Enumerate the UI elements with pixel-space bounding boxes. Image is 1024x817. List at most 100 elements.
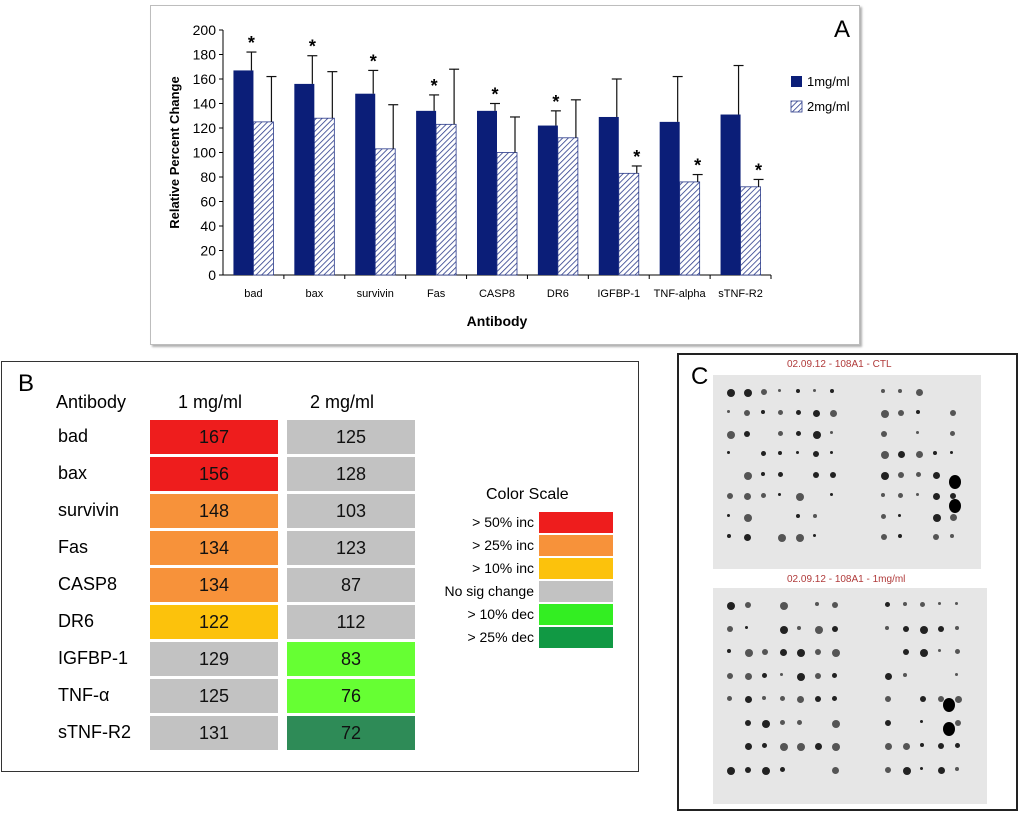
blot-spot: [778, 451, 783, 456]
blot-spot: [915, 472, 921, 477]
blot-spot: [814, 672, 821, 679]
legend-swatch-2mg: [790, 100, 803, 113]
blot-spot: [795, 389, 800, 393]
blot-spot: [829, 389, 834, 393]
blot-spot: [812, 513, 817, 518]
header-antibody: Antibody: [56, 392, 127, 412]
blot-spot: [881, 409, 890, 418]
blot-spot: [898, 451, 906, 459]
blot-spot: [727, 430, 735, 439]
blot-spot: [829, 451, 833, 455]
blot-spot: [915, 430, 919, 434]
blot-top-caption: 02.09.12 - 108A1 - CTL: [787, 359, 892, 370]
array-blot-control: [713, 375, 981, 569]
blot-spot: [762, 649, 769, 655]
blot-spot: [902, 602, 907, 606]
blot-spot: [812, 534, 816, 538]
blot-spot: [814, 696, 821, 702]
blot-spot: [779, 649, 787, 656]
blot-spot: [915, 409, 920, 414]
blot-spot: [832, 672, 838, 678]
blot-spot: [744, 389, 753, 397]
x-tick-label: bax: [305, 288, 323, 300]
blot-spot: [762, 696, 767, 700]
blot-spot: [920, 649, 929, 657]
x-tick-label: TNF-alpha: [654, 288, 707, 300]
color-scale-label: No sig change: [444, 583, 534, 599]
blot-spot: [949, 534, 954, 539]
blot-spot: [797, 649, 806, 657]
blot-spot: [814, 602, 819, 606]
blot-spot: [744, 625, 748, 629]
blot-spot: [949, 513, 957, 521]
bar-chart: 0 20 40 60 80 100 120 140 160 180 200 Relative Perc…: [167, 22, 850, 329]
blot-spot: [795, 430, 801, 436]
blot-spot: [885, 719, 892, 726]
blot-spot: [885, 602, 891, 607]
blot-spot: [778, 534, 787, 543]
blot-spot: [932, 472, 940, 479]
blot-spot-strong: [949, 475, 961, 489]
cell-1mg: 167: [150, 420, 278, 454]
blot-spot: [932, 513, 941, 522]
blot-spot: [949, 451, 953, 455]
bar-2mg: [679, 181, 701, 276]
header-1mg: 1 mg/ml: [178, 392, 243, 412]
panel-b-letter: B: [18, 370, 35, 397]
bar-2mg: [618, 172, 640, 276]
color-scale-label: > 10% inc: [472, 560, 534, 576]
blot-spot: [812, 389, 816, 392]
blot-spot: [915, 492, 919, 496]
y-tick-label: 200: [193, 22, 217, 38]
blot-spot: [727, 672, 733, 679]
header-2mg: 2 mg/ml: [310, 392, 375, 412]
blot-spot: [920, 766, 924, 770]
blot-spot: [949, 430, 955, 436]
blot-spot: [932, 534, 939, 541]
bar-2mg: [740, 186, 761, 276]
significance-marker: *: [370, 51, 377, 71]
blot-spot: [744, 766, 751, 773]
blot-spot: [955, 696, 963, 703]
blot-spot: [762, 672, 768, 678]
y-tick-label: 160: [193, 71, 217, 87]
x-tick-label: survivin: [357, 288, 394, 300]
blot-spot: [902, 766, 911, 775]
blot-spot: [797, 719, 803, 725]
blot-spot: [744, 602, 751, 608]
blot-spot: [761, 451, 767, 457]
blot-spot: [797, 672, 806, 681]
panel-c-letter: C: [691, 363, 709, 390]
blot-spot: [727, 625, 733, 632]
panel-b: B Antibody 1 mg/ml 2 mg/ml bad 167 125 bax 1…: [1, 361, 639, 772]
cell-1mg: 134: [150, 568, 278, 602]
bar-1mg: [537, 125, 558, 275]
row-label: bad: [58, 426, 89, 446]
blot-spot: [744, 743, 752, 750]
blot-spot: [920, 719, 924, 723]
blot-spot: [832, 602, 839, 608]
blot-spot: [795, 409, 801, 415]
blot-spot: [727, 409, 730, 413]
blot-spot: [744, 513, 753, 522]
blot-spot: [915, 389, 923, 396]
bar-2mg: [557, 137, 579, 276]
blot-spot: [744, 472, 753, 480]
blot-spot: [744, 492, 752, 500]
bar-1mg: [720, 114, 741, 276]
blot-spot: [812, 430, 821, 439]
blot-spot: [881, 513, 887, 519]
cell-1mg: 148: [150, 494, 278, 528]
blot-spot: [937, 625, 944, 632]
blot-spot: [778, 492, 782, 496]
y-tick-label: 20: [200, 243, 216, 259]
blot-spot: [797, 696, 805, 703]
blot-spot: [761, 492, 767, 498]
blot-spot: [744, 719, 751, 726]
blot-spot: [949, 409, 956, 416]
bar-2mg: [313, 117, 335, 276]
blot-spot: [761, 409, 766, 414]
cell-2mg: 125: [287, 420, 415, 454]
blot-spot: [727, 602, 735, 610]
bar-2mg: [253, 121, 274, 276]
